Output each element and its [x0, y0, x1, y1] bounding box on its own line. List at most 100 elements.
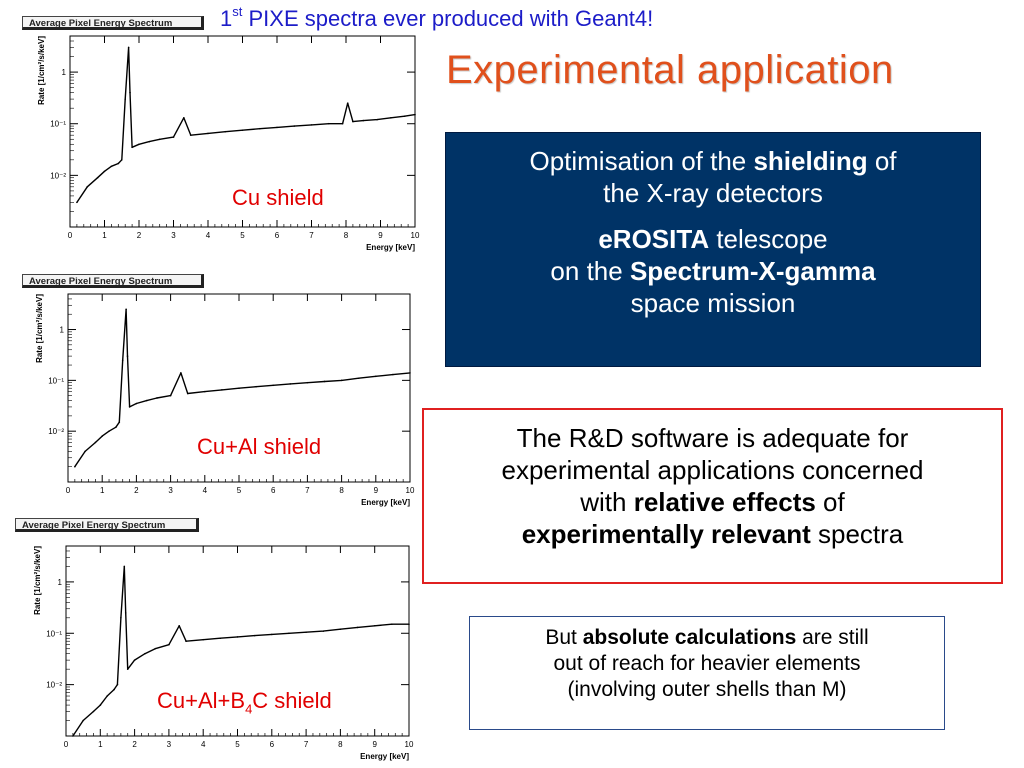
blue-line-2: the X-ray detectors: [603, 178, 823, 208]
spectrum-point: [172, 136, 175, 138]
spectrum-point: [362, 119, 365, 122]
spectrum-point: [126, 355, 129, 357]
blue-l1-bold: shielding: [753, 146, 868, 176]
y-tick-label: 1: [62, 68, 67, 77]
spectrum-point: [356, 626, 359, 629]
spectrum-point: [391, 623, 393, 626]
spectrum-point: [392, 373, 394, 376]
small-l1-bold: absolute calculations: [582, 626, 797, 649]
slide-caption: 1st PIXE spectra ever produced with Gean…: [220, 4, 653, 32]
small-line-3: (involving outer shells than M): [567, 678, 847, 701]
spectrum-point: [306, 381, 309, 384]
spectrum-point: [403, 115, 406, 117]
spectrum-point: [74, 465, 76, 468]
spectrum-point: [72, 735, 74, 737]
x-axis-title: Energy [keV]: [366, 243, 415, 252]
blue-line-4: on the Spectrum-X-gamma: [446, 255, 980, 287]
spectrum-point: [135, 402, 138, 405]
spectrum-point: [322, 630, 325, 632]
spectrum-point: [340, 379, 343, 382]
spectrum-point: [352, 120, 354, 123]
spectrum-point: [339, 628, 342, 631]
x-tick-label: 7: [309, 231, 314, 240]
red-line-3: with relative effects of: [424, 486, 1001, 518]
x-tick-label: 0: [64, 740, 69, 749]
spectrum-point: [271, 633, 273, 636]
spectrum-point: [86, 186, 89, 188]
red-l3-post: of: [815, 487, 845, 517]
spectrum-point: [272, 384, 275, 387]
spectrum-point: [341, 122, 344, 125]
x-axis-title: Energy [keV]: [361, 498, 410, 507]
spectrum-point: [241, 129, 244, 131]
spectrum-point: [145, 399, 148, 402]
limitation-box: But absolute calculations are still out …: [469, 616, 945, 730]
spectrum-point: [154, 647, 156, 650]
spectrum-point: [117, 162, 120, 165]
spectrum-point: [108, 430, 110, 432]
x-tick-label: 9: [374, 486, 379, 495]
x-tick-label: 7: [305, 486, 310, 495]
spectrum-point: [178, 624, 180, 627]
spectrum-point: [127, 46, 130, 49]
x-axis-title: Energy [keV]: [360, 752, 409, 761]
spectrum-point: [185, 640, 187, 643]
x-tick-label: 5: [235, 740, 240, 749]
spectrum-point: [219, 637, 222, 640]
y-tick-label: 1: [60, 326, 65, 335]
spectrum-point: [124, 98, 126, 100]
red-line-1: The R&D software is adequate for: [516, 423, 909, 453]
y-axis-title: Rate [1/cm²/s/keV]: [33, 546, 42, 615]
spectrum-point: [238, 387, 240, 390]
y-tick-label: 10⁻²: [46, 681, 62, 690]
blue-l4-bold: Spectrum-X-gamma: [629, 256, 876, 286]
spectrum-point: [346, 102, 349, 104]
spectrum-point: [133, 659, 136, 661]
spectrum-point: [327, 122, 330, 125]
spectrum-point: [408, 623, 410, 626]
spectrum-point: [118, 421, 121, 424]
spectrum-point: [82, 719, 84, 722]
spectrum-point: [236, 636, 239, 638]
y-axis-title: Rate [1/cm²/s/keV]: [37, 36, 46, 105]
x-tick-label: 1: [102, 231, 107, 240]
x-tick-label: 10: [406, 486, 415, 495]
shield-label-cu-al: Cu+Al shield: [195, 434, 324, 460]
x-tick-label: 2: [137, 231, 142, 240]
blue-line-5: space mission: [630, 288, 796, 318]
spectrum-point: [276, 126, 278, 129]
x-tick-label: 10: [405, 740, 414, 749]
spectrum-point: [255, 385, 257, 388]
spectrum-point: [116, 683, 119, 686]
spectrum-point: [189, 134, 192, 136]
spectrum-point: [183, 117, 185, 119]
conclusion-box: The R&D software is adequate for experim…: [422, 408, 1003, 584]
small-line-1: But absolute calculations are still: [470, 625, 944, 651]
spectrum-chart-cu: 0 1 2 3 4 5 6 7 8 9 10 10⁻² 10⁻¹ 1 Energy [keV] Rate [1…: [37, 35, 420, 252]
spectrum-point: [180, 372, 182, 374]
spectrum-point: [204, 390, 206, 393]
x-tick-label: 6: [270, 740, 275, 749]
spectrum-point: [92, 710, 95, 713]
spectrum-point: [125, 308, 127, 311]
spectrum-point: [390, 117, 392, 119]
spectrum-point: [168, 643, 170, 646]
red-l3-pre: with: [580, 487, 634, 517]
caption-prefix: 1: [220, 6, 233, 31]
x-tick-label: 4: [203, 486, 208, 495]
spectrum-point: [414, 113, 416, 116]
y-tick-label: 10⁻¹: [46, 629, 62, 638]
spectrum-point: [115, 426, 117, 428]
spectrum-point: [375, 375, 377, 378]
spectrum-point: [94, 441, 97, 444]
spectrum-point: [96, 176, 99, 179]
small-line-2: out of reach for heavier elements: [553, 652, 861, 675]
spectrum-point: [305, 631, 307, 633]
shield-label-cu: Cu shield: [230, 185, 326, 211]
spectrum-point: [121, 359, 124, 361]
x-tick-label: 5: [240, 231, 245, 240]
spectrum-point: [202, 638, 204, 641]
x-tick-label: 2: [132, 740, 137, 749]
y-tick-label: 10⁻²: [48, 427, 64, 436]
x-tick-label: 0: [66, 486, 71, 495]
